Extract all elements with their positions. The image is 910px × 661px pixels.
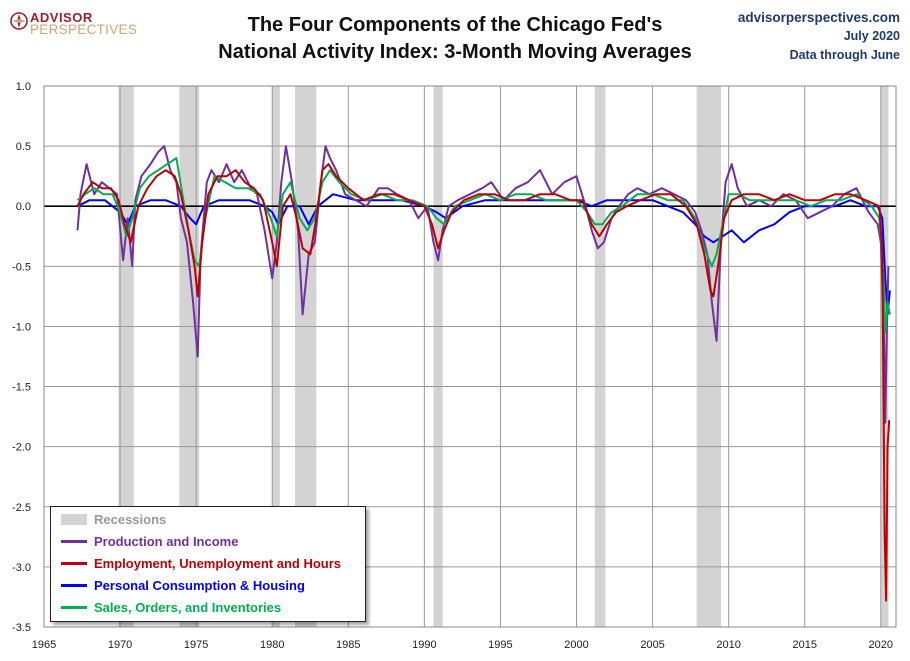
logo-text-advisor: ADVISOR — [30, 10, 93, 25]
legend-label-recessions: Recessions — [94, 511, 167, 527]
legend-label-production: Production and Income — [94, 533, 239, 549]
legend-swatch-employment — [61, 561, 87, 565]
recession-band-5 — [594, 86, 606, 627]
y-tick-label-7: -2.5 — [12, 502, 31, 514]
legend-item-employment: Employment, Unemployment and Hours — [61, 553, 341, 573]
source-block: advisorperspectives.com July 2020 Data t… — [738, 8, 900, 65]
y-tick-label-6: -2.0 — [12, 442, 31, 454]
recession-band-6 — [696, 86, 722, 627]
recession-band-2 — [272, 86, 280, 627]
y-tick-label-0: 1.0 — [16, 81, 31, 93]
legend-label-sales: Sales, Orders, and Inventories — [94, 599, 282, 615]
x-tick-label-1985: 1985 — [336, 639, 360, 651]
series-line-1 — [76, 163, 891, 602]
y-axis-tick-labels: 1.0 0.5 0.0 -0.5 -1.0 -1.5 -2.0 -2.5 -3.0 -3.5 — [12, 81, 31, 634]
y-tick-label-9: -3.5 — [12, 622, 31, 634]
y-tick-label-5: -1.5 — [12, 382, 31, 394]
legend-label-employment: Employment, Unemployment and Hours — [94, 555, 342, 571]
y-tick-label-2: 0.0 — [16, 201, 31, 213]
y-tick-label-4: -1.0 — [12, 321, 31, 333]
series-line-2 — [77, 193, 891, 316]
legend-swatch-production — [61, 539, 87, 543]
series-line-0 — [76, 145, 890, 424]
compass-logo-icon — [10, 12, 28, 30]
x-tick-label-2020: 2020 — [869, 639, 893, 651]
chart-title-line-2: National Activity Index: 3-Month Moving … — [218, 41, 692, 63]
x-tick-label-1965: 1965 — [32, 639, 56, 651]
recession-band-4 — [433, 86, 443, 627]
series-line-3 — [76, 157, 891, 334]
legend-item-recessions: Recessions — [61, 509, 166, 529]
x-tick-label-2005: 2005 — [640, 639, 664, 651]
x-tick-label-2000: 2000 — [564, 639, 588, 651]
series-lines — [76, 145, 891, 602]
x-tick-label-1995: 1995 — [488, 639, 512, 651]
x-tick-label-1980: 1980 — [260, 639, 284, 651]
legend-item-sales: Sales, Orders, and Inventories — [61, 597, 281, 617]
legend-swatch-consumption — [61, 583, 87, 587]
chart-title-line-1: The Four Components of the Chicago Fed's — [247, 14, 663, 36]
chart-legend: Recessions Production and Income Employm… — [50, 506, 366, 622]
x-tick-label-2015: 2015 — [792, 639, 816, 651]
y-tick-label-3: -0.5 — [12, 261, 31, 273]
x-tick-label-2010: 2010 — [716, 639, 740, 651]
y-tick-label-1: 0.5 — [16, 141, 31, 153]
plot-area-border — [43, 85, 897, 628]
source-note: Data through June — [789, 48, 900, 62]
x-tick-label-1970: 1970 — [108, 639, 132, 651]
legend-item-consumption: Personal Consumption & Housing — [61, 575, 305, 595]
legend-swatch-sales — [61, 605, 87, 609]
logo-text-perspectives: PERSPECTIVES — [30, 22, 138, 37]
y-tick-label-8: -3.0 — [12, 562, 31, 574]
chart-title: The Four Components of the Chicago Fed's… — [190, 12, 720, 66]
x-axis-tick-labels: 1965 1970 1975 1980 1985 1990 1995 2000 2005 2010… — [32, 639, 893, 651]
x-tick-label-1975: 1975 — [184, 639, 208, 651]
legend-swatch-recessions — [61, 513, 87, 525]
advisor-perspectives-logo: ADVISOR PERSPECTIVES — [8, 10, 148, 40]
legend-item-production: Production and Income — [61, 531, 238, 551]
x-tick-label-1990: 1990 — [412, 639, 436, 651]
source-date: July 2020 — [843, 29, 900, 43]
source-site: advisorperspectives.com — [737, 10, 900, 25]
legend-label-consumption: Personal Consumption & Housing — [94, 577, 305, 593]
